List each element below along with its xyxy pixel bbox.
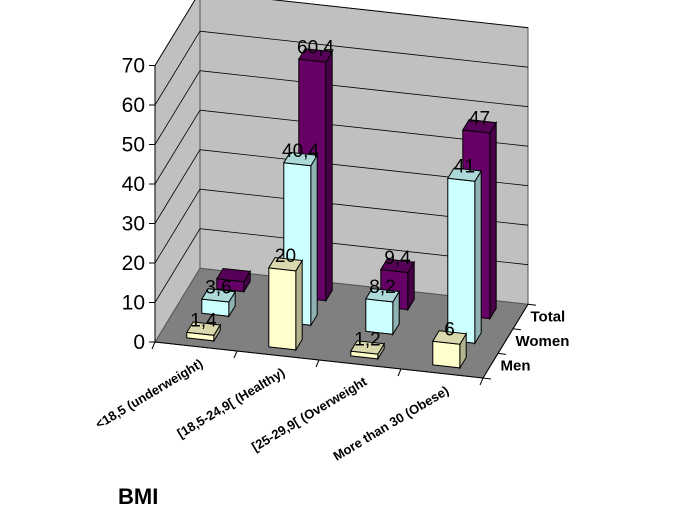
bar-women-4 <box>446 167 483 346</box>
bar-men-1 <box>185 321 222 343</box>
bar-women-3 <box>364 288 401 337</box>
data-label-women-1: 3,6 <box>205 277 231 298</box>
data-label-women-2: 40,4 <box>282 141 319 162</box>
x-tick-mark <box>151 341 156 350</box>
series-labels: Men Women Total <box>501 309 570 375</box>
x-tick-mark <box>233 350 238 359</box>
series-label-total: Total <box>531 309 566 326</box>
bar-total-1 <box>215 267 252 294</box>
bar-men-3 <box>349 340 386 361</box>
data-label-men-3: 1,2 <box>354 329 380 350</box>
gridline <box>154 188 529 264</box>
bars <box>185 48 498 370</box>
axes <box>149 65 537 386</box>
y-tick-label: 20 <box>122 252 145 275</box>
y-tick-labels: 0 10 20 30 40 50 60 70 <box>122 55 145 355</box>
y-tick-label: 10 <box>122 292 145 315</box>
bar-women-1 <box>200 288 237 319</box>
chart-walls <box>154 0 529 379</box>
x-axis-title: BMI <box>118 484 158 509</box>
bar-men-2 <box>267 256 304 352</box>
y-tick-label: 60 <box>122 94 145 117</box>
bar-men-4 <box>431 330 468 370</box>
y-tick-label: 40 <box>122 173 145 196</box>
y-tick-label: 70 <box>122 55 145 78</box>
z-axis-line <box>482 303 529 379</box>
data-label-women-4: 41 <box>454 157 475 178</box>
data-label-men-2: 20 <box>275 246 296 267</box>
gridline <box>154 70 529 145</box>
gridlines <box>154 0 529 303</box>
z-tick-mark <box>527 303 537 306</box>
data-label-total-3: 9,4 <box>384 248 411 269</box>
data-label-women-3: 8,2 <box>369 277 395 298</box>
data-label-total-2: 60,4 <box>297 37 334 58</box>
x-tick-mark <box>479 377 484 386</box>
gridline <box>154 149 529 224</box>
y-tick-label: 30 <box>122 213 145 236</box>
z-tick-mark <box>482 377 492 380</box>
y-tick-label: 50 <box>122 134 145 157</box>
z-tick-mark <box>512 328 522 331</box>
x-tick-mark <box>397 368 402 377</box>
category-labels: <18,5 (underweight)[18,5-24,9[ (Healthy)… <box>93 356 452 464</box>
z-tick-mark <box>497 352 507 355</box>
data-labels: 60,4 9,4 47 3,6 40,4 8,2 41 1,4 20 1,2 6 <box>190 37 490 350</box>
gridline <box>154 0 529 66</box>
gridline <box>154 228 529 303</box>
data-label-men-1: 1,4 <box>190 311 217 332</box>
series-label-men: Men <box>501 358 531 375</box>
data-label-men-4: 6 <box>444 320 455 341</box>
gridline <box>154 30 529 106</box>
x-tick-mark <box>315 359 320 368</box>
gridline <box>154 109 529 185</box>
series-label-women: Women <box>516 333 570 350</box>
data-label-total-4: 47 <box>469 108 490 129</box>
y-tick-label: 0 <box>133 331 145 354</box>
